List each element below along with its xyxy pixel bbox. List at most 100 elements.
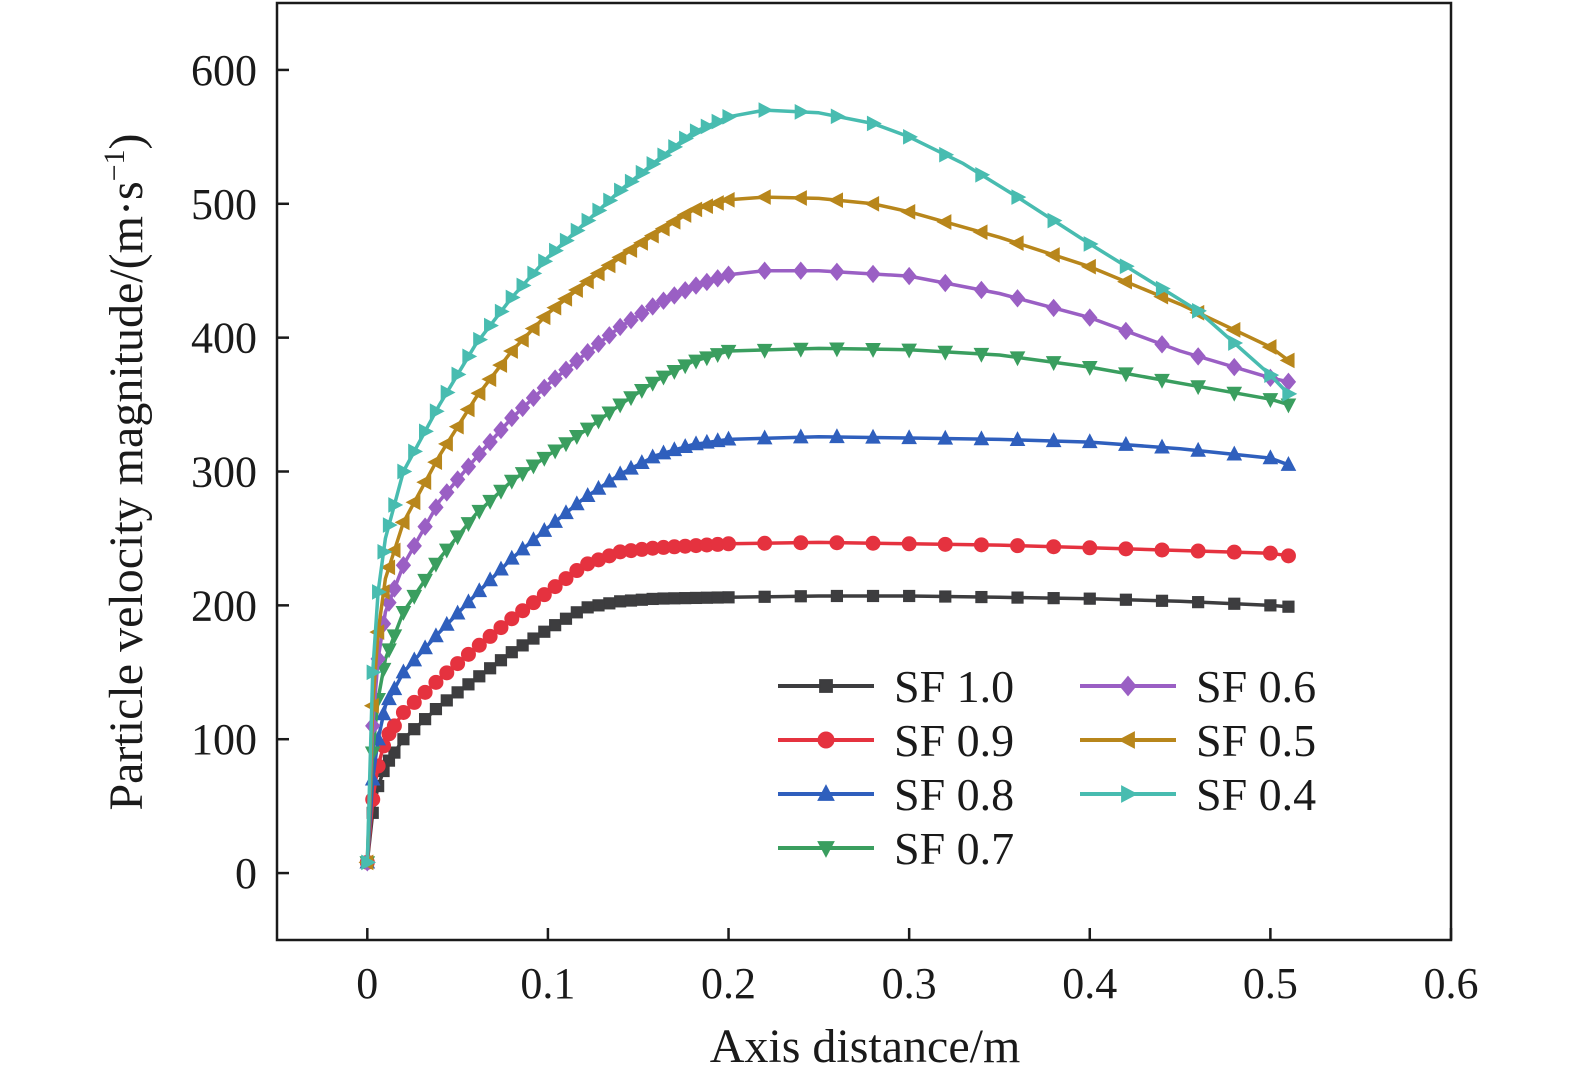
data-point <box>581 601 594 614</box>
data-point <box>699 272 715 292</box>
data-point <box>1154 438 1170 454</box>
data-point <box>366 664 382 681</box>
data-point <box>592 599 605 612</box>
data-point <box>657 592 670 605</box>
data-point <box>679 592 692 605</box>
data-point <box>634 384 650 399</box>
data-point <box>558 437 574 453</box>
data-point <box>449 604 466 620</box>
data-point <box>700 118 716 135</box>
data-point <box>549 619 562 632</box>
legend-label: SF 0.6 <box>1196 661 1316 712</box>
data-point <box>655 291 672 310</box>
data-point <box>570 606 583 619</box>
data-point <box>547 579 563 595</box>
data-point <box>515 603 531 619</box>
x-tick-label: 0.4 <box>1062 959 1117 1008</box>
data-point <box>459 401 475 418</box>
data-point <box>568 282 583 298</box>
data-point <box>644 376 661 392</box>
data-point <box>829 342 845 358</box>
legend-entry: SF 0.4 <box>1080 769 1316 820</box>
data-point <box>450 656 466 672</box>
data-point <box>1225 322 1241 338</box>
data-point <box>429 702 443 716</box>
data-point <box>388 497 404 513</box>
legend-marker <box>817 731 835 749</box>
data-point <box>698 198 713 215</box>
data-point <box>644 448 661 464</box>
data-point <box>679 130 694 147</box>
y-tick-label: 0 <box>235 849 257 898</box>
legend-entry: SF 0.6 <box>1080 661 1316 712</box>
data-point <box>382 517 398 533</box>
data-point <box>1011 591 1024 604</box>
data-point <box>471 504 488 520</box>
data-point <box>623 310 639 330</box>
data-point <box>794 104 810 120</box>
data-point <box>623 391 639 407</box>
x-axis-title: Axis distance/m <box>710 1020 1021 1073</box>
data-point <box>903 589 916 603</box>
data-point <box>406 536 422 556</box>
data-point <box>428 674 444 690</box>
data-point <box>547 513 563 528</box>
data-point <box>559 612 573 625</box>
data-point <box>493 560 509 576</box>
data-point <box>514 398 531 418</box>
data-point <box>688 435 704 451</box>
data-point <box>623 459 639 475</box>
data-point <box>1282 386 1298 402</box>
data-point <box>611 249 627 266</box>
data-point <box>1192 303 1207 319</box>
data-point <box>792 342 809 358</box>
data-point <box>514 540 531 556</box>
data-point <box>676 207 692 223</box>
data-point <box>525 459 542 475</box>
data-point <box>687 201 703 218</box>
data-point <box>1282 600 1295 613</box>
data-point <box>1154 335 1170 354</box>
data-point <box>1228 335 1244 351</box>
data-point <box>451 366 467 383</box>
data-point <box>462 678 475 691</box>
data-point <box>524 320 540 337</box>
data-point <box>536 378 552 398</box>
data-point <box>381 690 397 706</box>
data-point <box>624 173 640 190</box>
data-point <box>516 277 532 294</box>
data-point <box>1280 548 1296 564</box>
y-tick-label: 400 <box>191 314 257 363</box>
data-point <box>1009 289 1026 308</box>
legend-marker <box>817 841 835 858</box>
data-point <box>386 629 403 645</box>
data-point <box>589 265 605 282</box>
data-point <box>375 662 392 678</box>
y-axis-title-sup: −1 <box>98 149 131 181</box>
data-point <box>614 595 627 608</box>
data-point <box>711 113 727 130</box>
data-point <box>579 487 596 502</box>
data-point <box>569 351 585 371</box>
data-point <box>793 535 809 551</box>
data-point <box>689 123 705 140</box>
data-point <box>386 579 403 598</box>
y-tick-label: 200 <box>191 581 257 630</box>
legend-label: SF 0.8 <box>894 769 1014 820</box>
data-point <box>1262 545 1278 561</box>
data-point <box>473 331 489 348</box>
data-point <box>460 593 477 609</box>
data-point <box>939 146 955 163</box>
series-sf-0-9 <box>359 535 1296 870</box>
data-point <box>633 235 648 251</box>
data-point <box>668 139 684 155</box>
data-point <box>1010 538 1026 554</box>
data-point <box>385 542 401 559</box>
data-point <box>449 530 466 546</box>
data-point <box>603 192 619 209</box>
data-point <box>482 432 498 452</box>
data-point <box>666 286 683 305</box>
data-point <box>677 438 694 453</box>
data-point <box>939 590 952 603</box>
